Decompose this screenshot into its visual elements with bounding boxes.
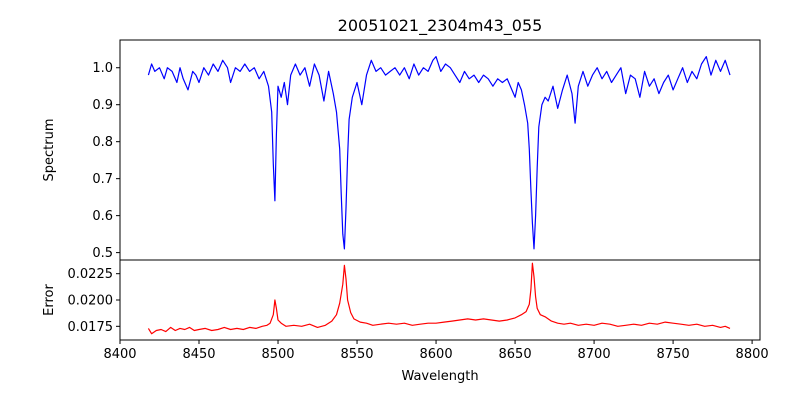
- chart-title: 20051021_2304m43_055: [338, 16, 543, 36]
- spectrum-plot-frame: [119, 39, 761, 261]
- x-tick-label: 8400: [103, 347, 136, 362]
- x-tick-label: 8600: [420, 347, 453, 362]
- spectrum-y-tick-label: 0.6: [92, 209, 113, 224]
- spectrum-y-axis-label: Spectrum: [42, 119, 57, 182]
- spectrum-y-tick-label: 1.0: [92, 61, 113, 76]
- x-tick-label: 8500: [261, 347, 294, 362]
- error-y-tick-label: 0.0175: [68, 320, 114, 335]
- x-axis-label: Wavelength: [401, 369, 478, 384]
- x-tick-label: 8650: [499, 347, 532, 362]
- spectrum-y-tick-label: 0.7: [92, 172, 113, 187]
- spectrum-y-tick-label: 0.8: [92, 135, 113, 150]
- x-tick-label: 8700: [578, 347, 611, 362]
- error-plot-frame: [119, 259, 761, 341]
- error-series-line: [147, 262, 731, 335]
- error-y-tick-label: 0.0200: [68, 294, 114, 309]
- spectrum-series-line: [147, 55, 731, 250]
- x-tick-label: 8550: [340, 347, 373, 362]
- x-tick-label: 8800: [736, 347, 769, 362]
- x-tick-label: 8750: [657, 347, 690, 362]
- spectrum-y-tick-label: 0.9: [92, 98, 113, 113]
- x-tick-label: 8450: [182, 347, 215, 362]
- error-y-tick-label: 0.0225: [68, 267, 114, 282]
- error-y-axis-label: Error: [42, 284, 57, 316]
- spectrum-y-tick-label: 0.5: [92, 246, 113, 261]
